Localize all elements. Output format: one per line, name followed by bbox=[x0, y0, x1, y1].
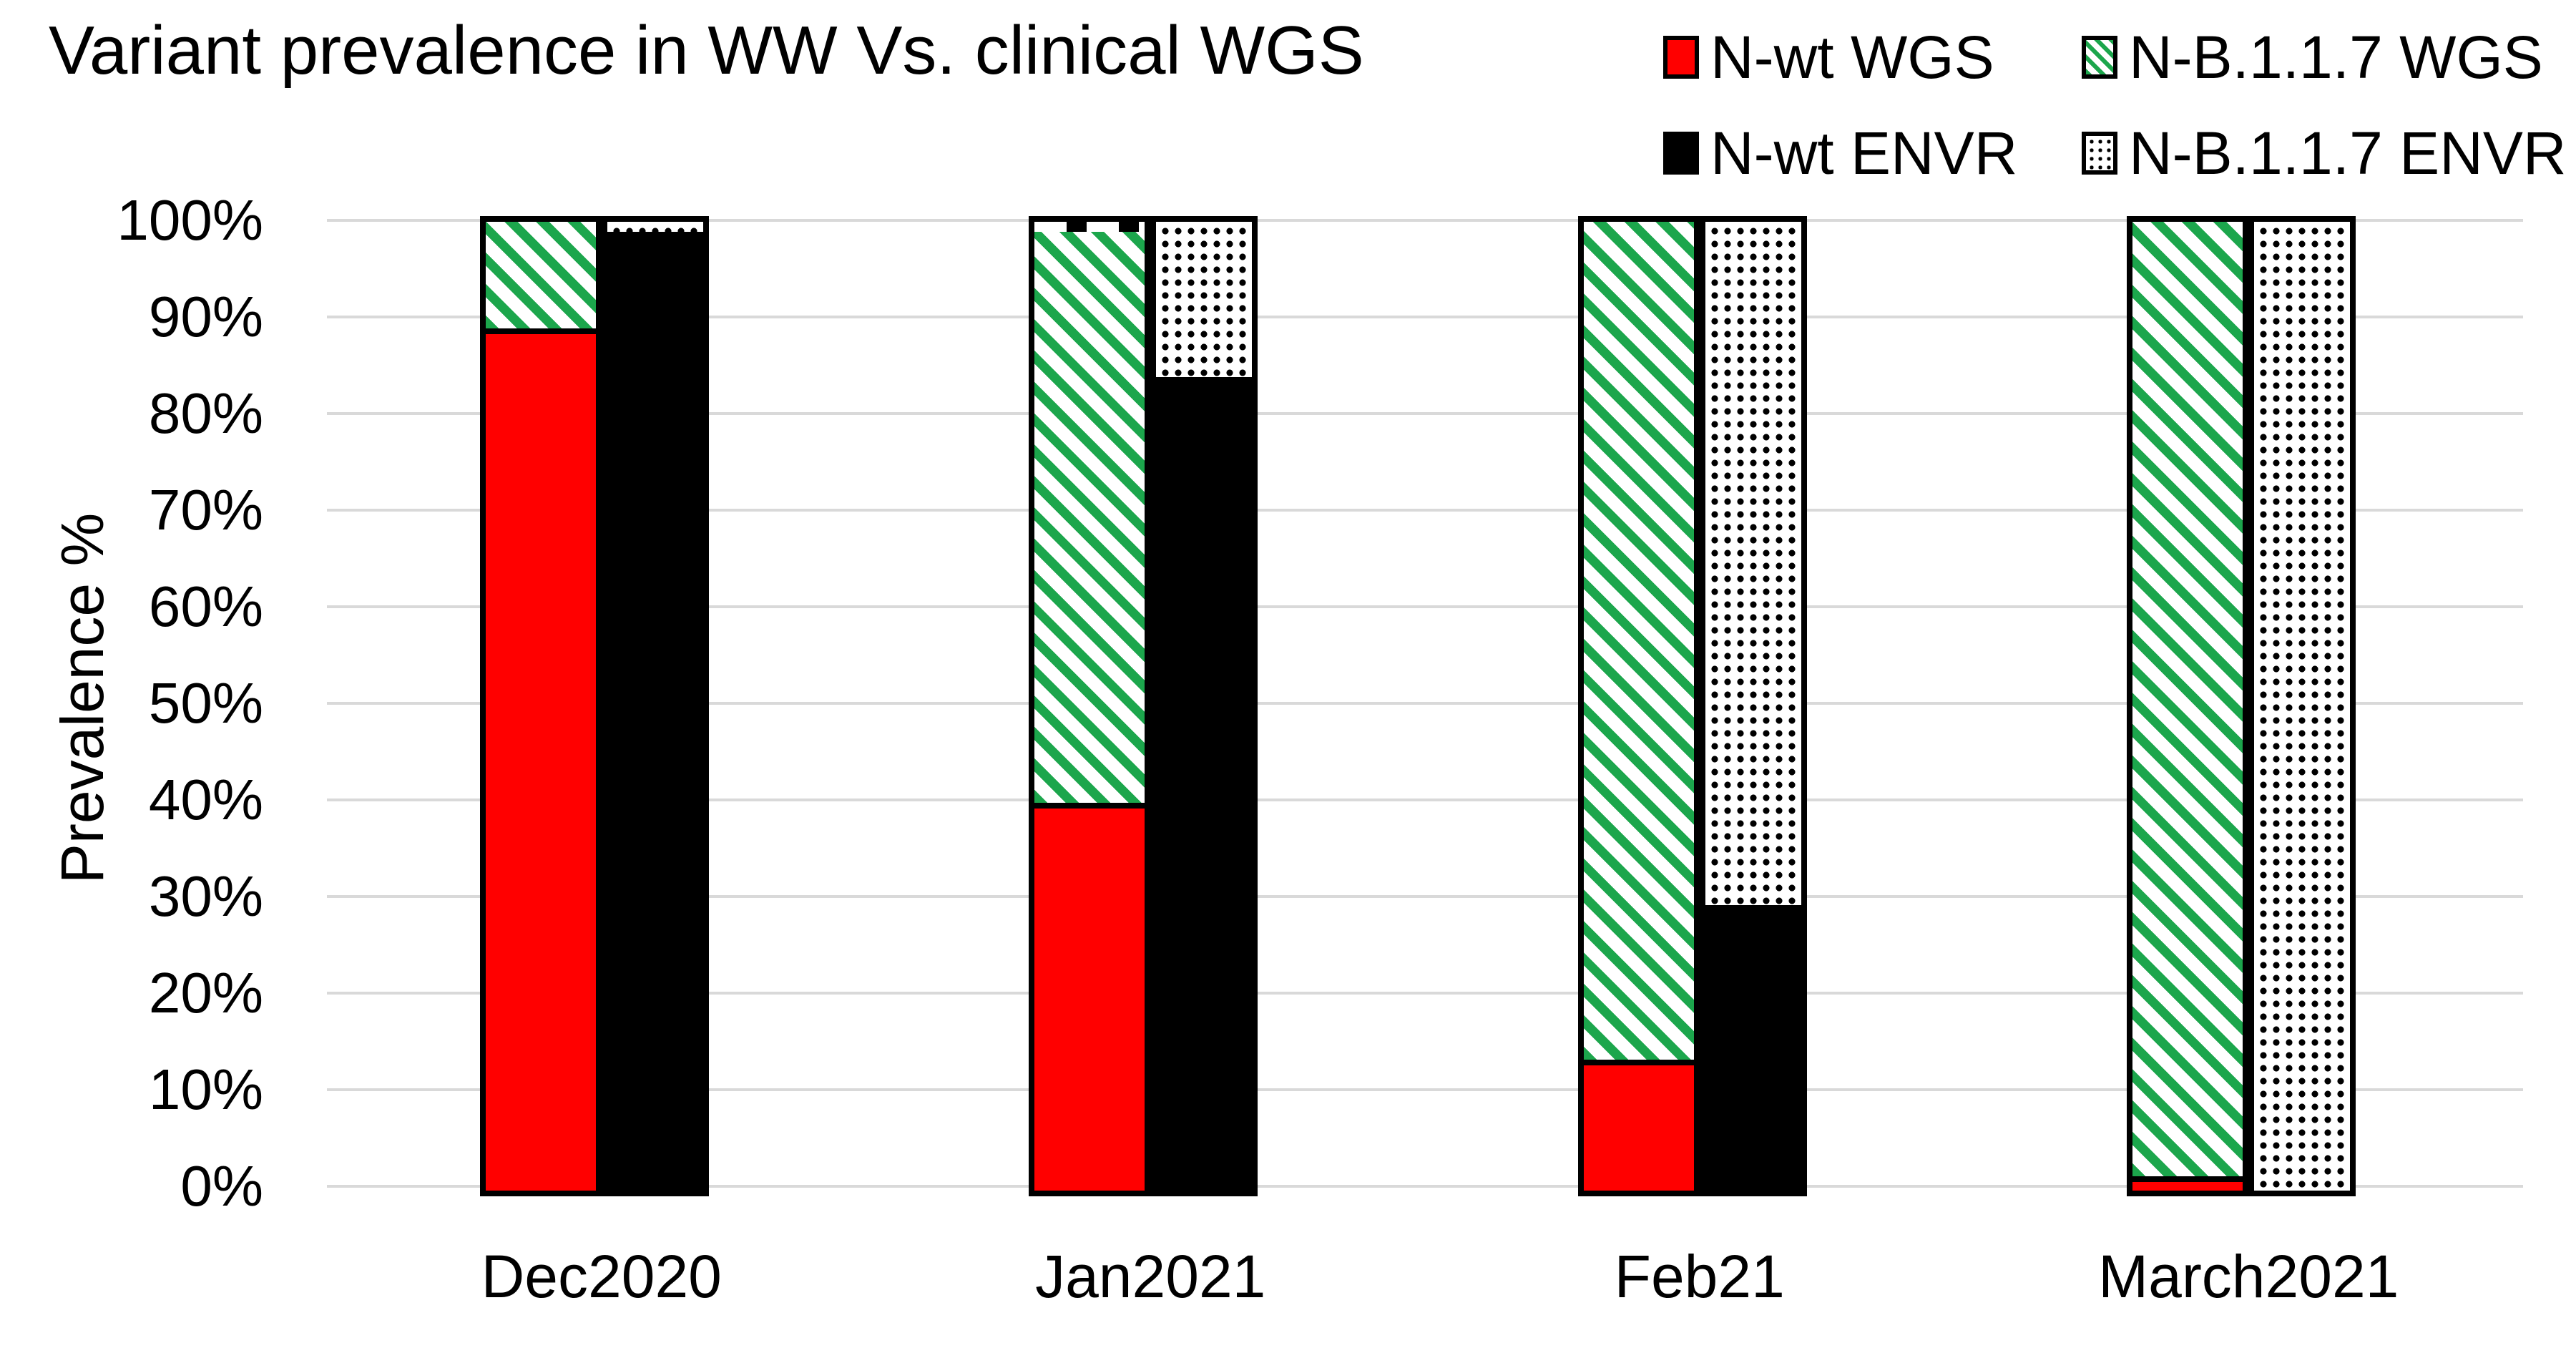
segment-n-b117-envr bbox=[2254, 222, 2351, 1191]
x-axis-label-March2021: March2021 bbox=[2098, 1243, 2399, 1310]
solid-red-swatch-icon bbox=[1663, 36, 1699, 79]
x-axis-label-Dec2020: Dec2020 bbox=[481, 1243, 722, 1310]
segment-n-wt-wgs bbox=[1583, 1060, 1694, 1191]
legend-item-n-wt-envr: N-wt ENVR bbox=[1663, 119, 2018, 187]
gridline-0% bbox=[327, 1185, 2523, 1188]
envr-bar-Jan2021 bbox=[1150, 216, 1258, 1196]
y-tick-label: 50% bbox=[148, 671, 263, 735]
segment-n-b117-wgs bbox=[1034, 232, 1145, 803]
wgs-bar-Feb21 bbox=[1577, 216, 1700, 1196]
gridline-50% bbox=[327, 702, 2523, 705]
gridline-30% bbox=[327, 895, 2523, 898]
y-tick-label: 100% bbox=[117, 188, 263, 252]
y-tick-label: 90% bbox=[148, 285, 263, 348]
gridline-90% bbox=[327, 316, 2523, 318]
y-tick-label: 80% bbox=[148, 381, 263, 445]
segment-n-b117-wgs bbox=[485, 222, 596, 328]
wgs-bar-Jan2021 bbox=[1029, 216, 1151, 1196]
segment-n-b117-wgs bbox=[2132, 222, 2243, 1176]
wgs-bar-March2021 bbox=[2127, 216, 2249, 1196]
gridline-60% bbox=[327, 605, 2523, 608]
legend-item-n-b-1-1-7-wgs: N-B.1.1.7 WGS bbox=[2082, 24, 2543, 91]
segment-n-wt-envr bbox=[607, 232, 703, 1191]
green-hatch-swatch-icon bbox=[2082, 36, 2117, 79]
segment-n-wt-envr bbox=[1705, 905, 1801, 1191]
wgs-bar-Dec2020 bbox=[479, 216, 602, 1196]
gridline-80% bbox=[327, 412, 2523, 415]
chart-title: Variant prevalence in WW Vs. clinical WG… bbox=[49, 12, 1364, 89]
legend-label: N-B.1.1.7 WGS bbox=[2129, 24, 2543, 91]
legend-label: N-wt ENVR bbox=[1710, 119, 2018, 187]
y-tick-label: 20% bbox=[148, 961, 263, 1025]
legend-item-n-b-1-1-7-envr: N-B.1.1.7 ENVR bbox=[2082, 119, 2567, 187]
x-axis-label-Feb21: Feb21 bbox=[1614, 1243, 1785, 1310]
legend-label: N-B.1.1.7 ENVR bbox=[2129, 119, 2567, 187]
y-tick-label: 40% bbox=[148, 768, 263, 831]
segment-n-wt-wgs bbox=[1034, 803, 1145, 1191]
y-tick-label: 10% bbox=[148, 1058, 263, 1121]
y-tick-label: 60% bbox=[148, 575, 263, 638]
envr-bar-March2021 bbox=[2248, 216, 2356, 1196]
gridline-20% bbox=[327, 992, 2523, 995]
white-dots-swatch-icon bbox=[2082, 132, 2117, 175]
segment-n-wt-wgs bbox=[485, 328, 596, 1191]
legend-item-n-wt-wgs: N-wt WGS bbox=[1663, 24, 1994, 91]
segment-n-b117-envr bbox=[1156, 222, 1253, 377]
segment-n-b117-envr bbox=[607, 222, 703, 232]
segment-n-b117-envr bbox=[1705, 222, 1801, 905]
gridline-100% bbox=[327, 219, 2523, 222]
segment-n-wt-envr bbox=[1156, 377, 1253, 1191]
y-tick-label: 30% bbox=[148, 864, 263, 928]
y-tick-label: 0% bbox=[180, 1154, 263, 1218]
gridline-40% bbox=[327, 798, 2523, 801]
gridline-10% bbox=[327, 1088, 2523, 1091]
segment-n-wt-wgs bbox=[2132, 1176, 2243, 1191]
envr-bar-Feb21 bbox=[1699, 216, 1807, 1196]
x-axis-label-Jan2021: Jan2021 bbox=[1035, 1243, 1266, 1310]
legend-label: N-wt WGS bbox=[1710, 24, 1994, 91]
solid-black-swatch-icon bbox=[1663, 132, 1699, 175]
y-tick-label: 70% bbox=[148, 478, 263, 542]
segment-n-b117-wgs bbox=[1583, 222, 1694, 1060]
gridline-70% bbox=[327, 509, 2523, 512]
segment-wgs-top-dash-cap bbox=[1034, 222, 1145, 232]
envr-bar-Dec2020 bbox=[601, 216, 709, 1196]
